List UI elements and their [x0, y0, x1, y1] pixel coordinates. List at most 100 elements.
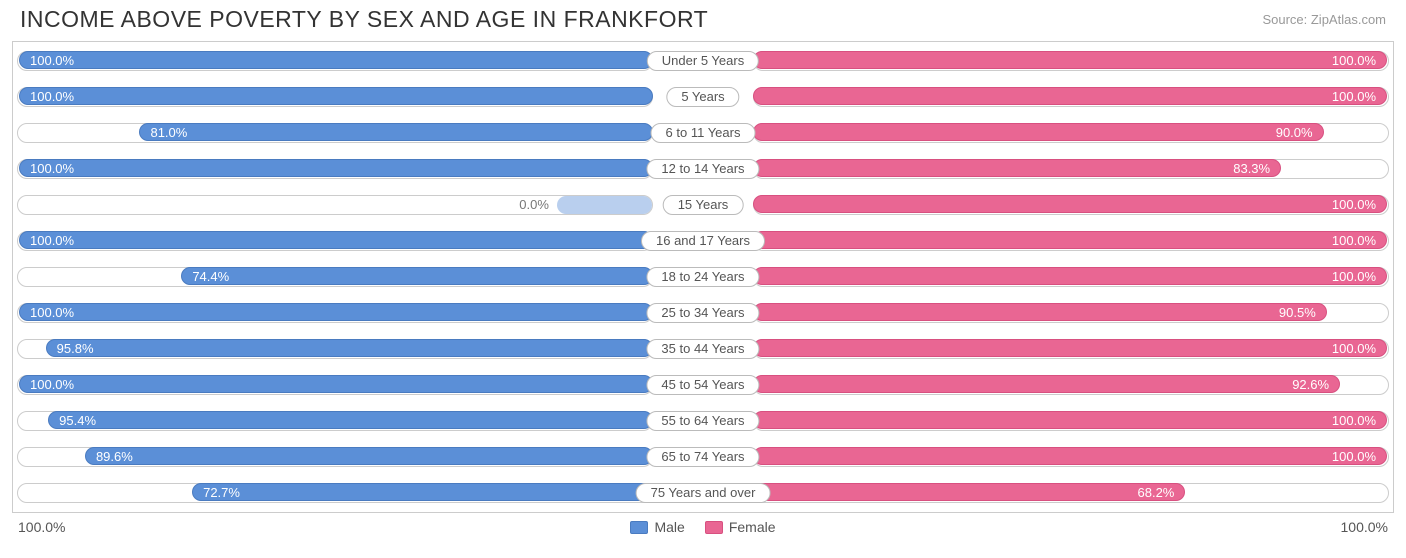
male-bar-value: 81.0% — [150, 125, 187, 140]
chart-row: 0.0% 100.0% 15 Years — [13, 192, 1393, 218]
female-bar-track: 83.3% — [753, 159, 1389, 179]
axis-left-label: 100.0% — [18, 519, 65, 535]
age-label: 15 Years — [663, 195, 744, 215]
age-label: 6 to 11 Years — [651, 123, 756, 143]
female-bar-value: 90.5% — [1279, 305, 1316, 320]
male-bar-value: 100.0% — [30, 233, 74, 248]
female-bar-fill: 100.0% — [753, 411, 1387, 429]
female-bar-track: 100.0% — [753, 267, 1389, 287]
male-bar-track: 0.0% — [17, 195, 653, 215]
female-bar-track: 92.6% — [753, 375, 1389, 395]
female-bar-fill: 100.0% — [753, 195, 1387, 213]
chart-row: 100.0%100.0%Under 5 Years — [13, 48, 1393, 74]
female-bar-fill: 100.0% — [753, 51, 1387, 69]
female-bar-value: 90.0% — [1276, 125, 1313, 140]
male-bar-fill: 89.6% — [85, 447, 653, 465]
female-bar-fill: 100.0% — [753, 447, 1387, 465]
male-bar-value: 95.4% — [59, 413, 96, 428]
male-bar-value: 100.0% — [30, 377, 74, 392]
female-bar-track: 100.0% — [753, 339, 1389, 359]
chart-row: 100.0%100.0%5 Years — [13, 84, 1393, 110]
legend-label: Male — [654, 519, 684, 535]
age-label: 75 Years and over — [636, 483, 771, 503]
male-bar-track: 100.0% — [17, 51, 653, 71]
legend: Male Female — [630, 519, 775, 535]
age-label: 65 to 74 Years — [646, 447, 759, 467]
chart-area: 100.0%100.0%Under 5 Years100.0%100.0%5 Y… — [12, 41, 1394, 513]
female-bar-track: 90.0% — [753, 123, 1389, 143]
female-bar-value: 100.0% — [1332, 233, 1376, 248]
female-bar-fill: 83.3% — [753, 159, 1281, 177]
male-bar-value: 100.0% — [30, 305, 74, 320]
female-bar-track: 100.0% — [753, 51, 1389, 71]
female-bar-track: 100.0% — [753, 195, 1389, 215]
chart-header: INCOME ABOVE POVERTY BY SEX AND AGE IN F… — [0, 0, 1406, 41]
legend-label: Female — [729, 519, 776, 535]
female-bar-fill: 92.6% — [753, 375, 1340, 393]
male-bar-value: 74.4% — [192, 269, 229, 284]
age-label: 45 to 54 Years — [646, 375, 759, 395]
chart-row: 89.6% 100.0% 65 to 74 Years — [13, 444, 1393, 470]
male-bar-fill: 100.0% — [19, 375, 653, 393]
chart-row: 100.0% 83.3% 12 to 14 Years — [13, 156, 1393, 182]
male-bar-track: 81.0% — [17, 123, 653, 143]
age-label: 18 to 24 Years — [646, 267, 759, 287]
male-bar-track: 95.8% — [17, 339, 653, 359]
female-bar-value: 100.0% — [1332, 53, 1376, 68]
chart-row: 100.0% 90.5% 25 to 34 Years — [13, 300, 1393, 326]
male-bar-track: 100.0% — [17, 375, 653, 395]
female-bar-track: 100.0% — [753, 231, 1389, 251]
male-bar-fill: 95.8% — [46, 339, 653, 357]
male-bar-track: 95.4% — [17, 411, 653, 431]
age-label: 25 to 34 Years — [646, 303, 759, 323]
female-bar-fill: 100.0% — [753, 267, 1387, 285]
male-bar-track: 100.0% — [17, 87, 653, 107]
male-bar-fill: 81.0% — [139, 123, 653, 141]
female-bar-value: 100.0% — [1332, 197, 1376, 212]
female-bar-fill: 90.0% — [753, 123, 1324, 141]
chart-row: 100.0% 100.0% 16 and 17 Years — [13, 228, 1393, 254]
age-label: Under 5 Years — [647, 51, 759, 71]
male-bar-fill: 100.0% — [19, 303, 653, 321]
chart-row: 100.0% 92.6% 45 to 54 Years — [13, 372, 1393, 398]
male-bar-fill: 95.4% — [48, 411, 653, 429]
chart-title: INCOME ABOVE POVERTY BY SEX AND AGE IN F… — [20, 6, 708, 33]
chart-row: 72.7% 68.2% 75 Years and over — [13, 480, 1393, 506]
male-bar-fill: 100.0% — [19, 159, 653, 177]
age-label: 35 to 44 Years — [646, 339, 759, 359]
female-bar-fill: 100.0% — [753, 339, 1387, 357]
female-bar-fill: 90.5% — [753, 303, 1327, 321]
female-bar-value: 100.0% — [1332, 269, 1376, 284]
female-bar-value: 100.0% — [1332, 341, 1376, 356]
male-bar-value: 0.0% — [519, 197, 549, 212]
female-bar-track: 90.5% — [753, 303, 1389, 323]
chart-row: 74.4% 100.0% 18 to 24 Years — [13, 264, 1393, 290]
male-bar-fill — [557, 196, 652, 214]
female-bar-value: 83.3% — [1233, 161, 1270, 176]
chart-footer: 100.0% MaleFemale 100.0% — [0, 513, 1406, 535]
age-label: 12 to 14 Years — [646, 159, 759, 179]
female-bar-value: 92.6% — [1292, 377, 1329, 392]
male-bar-fill: 72.7% — [192, 483, 653, 501]
age-label: 16 and 17 Years — [641, 231, 765, 251]
male-bar-track: 89.6% — [17, 447, 653, 467]
male-bar-track: 72.7% — [17, 483, 653, 503]
male-bar-value: 100.0% — [30, 89, 74, 104]
male-bar-fill: 100.0% — [19, 51, 653, 69]
female-bar-value: 68.2% — [1138, 485, 1175, 500]
female-bar-value: 100.0% — [1332, 413, 1376, 428]
male-bar-value: 95.8% — [57, 341, 94, 356]
female-bar-value: 100.0% — [1332, 449, 1376, 464]
chart-row: 95.4%100.0%55 to 64 Years — [13, 408, 1393, 434]
female-bar-fill: 100.0% — [753, 87, 1387, 105]
male-bar-value: 100.0% — [30, 161, 74, 176]
chart-source: Source: ZipAtlas.com — [1262, 12, 1386, 27]
chart-row: 95.8% 100.0% 35 to 44 Years — [13, 336, 1393, 362]
female-bar-fill: 68.2% — [753, 483, 1185, 501]
male-bar-track: 100.0% — [17, 159, 653, 179]
male-bar-value: 72.7% — [203, 485, 240, 500]
male-bar-value: 89.6% — [96, 449, 133, 464]
female-bar-track: 100.0% — [753, 87, 1389, 107]
chart-row: 81.0% 90.0% 6 to 11 Years — [13, 120, 1393, 146]
male-bar-track: 100.0% — [17, 303, 653, 323]
